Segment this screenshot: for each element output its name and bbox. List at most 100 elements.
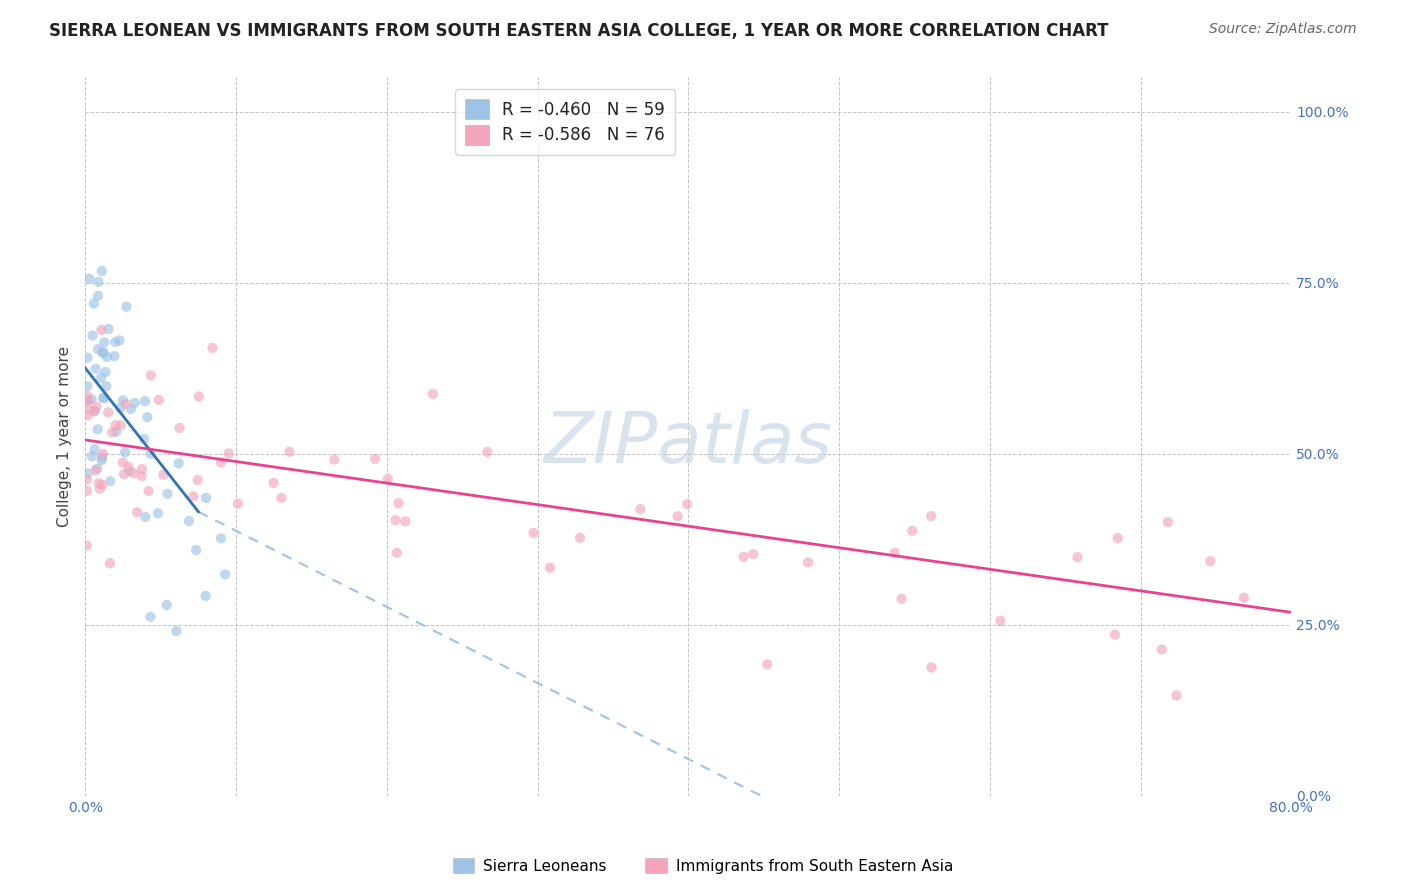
Point xyxy=(101,425,124,440)
Point xyxy=(83,404,105,418)
Point xyxy=(86,400,108,414)
Point xyxy=(139,368,162,383)
Point xyxy=(797,555,820,569)
Point xyxy=(139,609,162,624)
Point xyxy=(91,450,114,465)
Point xyxy=(131,462,153,476)
Point xyxy=(76,351,98,365)
Point xyxy=(1066,550,1088,565)
Point xyxy=(136,410,159,425)
Point xyxy=(104,335,127,350)
Point xyxy=(523,525,546,540)
Point xyxy=(156,598,179,612)
Point xyxy=(921,660,943,674)
Point xyxy=(134,394,156,409)
Point xyxy=(93,345,115,359)
Point xyxy=(118,464,141,478)
Point xyxy=(377,472,399,486)
Point xyxy=(152,467,174,482)
Point xyxy=(76,473,98,487)
Point xyxy=(134,510,156,524)
Point xyxy=(177,514,200,528)
Point xyxy=(323,452,346,467)
Point xyxy=(76,539,98,553)
Point xyxy=(146,506,169,520)
Point xyxy=(138,484,160,499)
Point xyxy=(96,350,118,364)
Point xyxy=(676,497,699,511)
Point xyxy=(132,432,155,446)
Point xyxy=(139,447,162,461)
Point xyxy=(114,397,136,411)
Point xyxy=(76,394,98,409)
Point xyxy=(76,389,98,403)
Point xyxy=(90,371,112,385)
Point xyxy=(87,289,110,303)
Point xyxy=(76,409,98,423)
Point xyxy=(76,379,98,393)
Point xyxy=(270,491,292,505)
Point xyxy=(169,421,191,435)
Point xyxy=(384,513,406,527)
Point xyxy=(117,459,139,474)
Point xyxy=(77,272,100,286)
Point xyxy=(82,328,104,343)
Point xyxy=(98,556,121,570)
Point xyxy=(83,442,105,457)
Point xyxy=(901,524,924,538)
Point xyxy=(920,509,942,524)
Point xyxy=(104,418,127,433)
Point xyxy=(387,496,409,510)
Point xyxy=(76,467,98,481)
Point xyxy=(76,483,98,498)
Text: Source: ZipAtlas.com: Source: ZipAtlas.com xyxy=(1209,22,1357,37)
Point xyxy=(385,546,408,560)
Point xyxy=(194,589,217,603)
Point xyxy=(422,387,444,401)
Point xyxy=(87,343,110,357)
Point xyxy=(742,547,765,561)
Point xyxy=(97,405,120,419)
Point xyxy=(201,341,224,355)
Point xyxy=(91,477,114,491)
Point xyxy=(105,425,128,439)
Point xyxy=(226,497,249,511)
Point xyxy=(122,467,145,481)
Point xyxy=(209,531,232,545)
Point xyxy=(1104,628,1126,642)
Point xyxy=(477,445,499,459)
Point xyxy=(84,463,107,477)
Point xyxy=(87,422,110,436)
Point xyxy=(278,445,301,459)
Point xyxy=(108,334,131,348)
Point xyxy=(110,401,132,415)
Legend: Sierra Leoneans, Immigrants from South Eastern Asia: Sierra Leoneans, Immigrants from South E… xyxy=(447,852,959,880)
Point xyxy=(115,300,138,314)
Point xyxy=(1166,689,1188,703)
Point xyxy=(77,393,100,408)
Point xyxy=(103,349,125,363)
Point xyxy=(209,456,232,470)
Point xyxy=(112,393,135,408)
Point xyxy=(148,392,170,407)
Point xyxy=(628,502,651,516)
Point xyxy=(80,450,103,464)
Point xyxy=(167,456,190,470)
Point xyxy=(890,591,912,606)
Point xyxy=(124,396,146,410)
Point xyxy=(77,402,100,417)
Point xyxy=(131,469,153,483)
Point xyxy=(187,390,209,404)
Point xyxy=(1157,515,1180,529)
Point xyxy=(83,296,105,310)
Point xyxy=(156,487,179,501)
Point xyxy=(86,461,108,475)
Point xyxy=(87,275,110,289)
Point xyxy=(91,345,114,359)
Point xyxy=(1107,531,1129,545)
Point xyxy=(90,453,112,467)
Point xyxy=(990,614,1012,628)
Point xyxy=(120,402,142,417)
Point xyxy=(194,491,217,505)
Point xyxy=(733,549,755,564)
